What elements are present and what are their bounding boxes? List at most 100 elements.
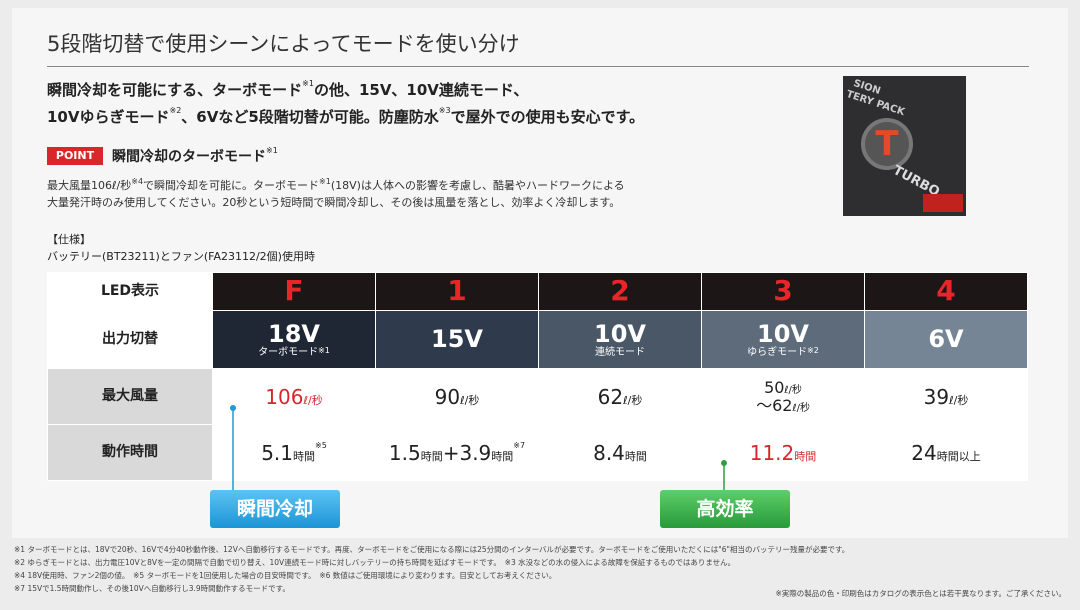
- note-mark: ※2: [807, 346, 819, 356]
- table-cell: 3: [701, 272, 865, 311]
- cell-line: 18V: [213, 321, 375, 347]
- value: 1.5: [388, 440, 421, 465]
- intro-line: 瞬間冷却を可能にする、ターボモード※1の他、15V、10V連続モード、: [47, 79, 528, 100]
- footnote: ※7 15Vで1.5時間動作し、その後10Vへ自動移行し3.9時間動作するモード…: [14, 584, 290, 593]
- text: の他、15V、10V連続モード、: [313, 81, 529, 99]
- cell-sub: 連続モード: [539, 347, 701, 358]
- text: 最大風量106ℓ/秒: [47, 179, 132, 192]
- point-badge: POINT: [47, 147, 103, 165]
- note-mark: ※4: [131, 177, 144, 186]
- cell-line: 11.2時間: [702, 442, 864, 464]
- cell-line: 10V: [702, 321, 864, 347]
- unit: ℓ/秒: [949, 393, 969, 407]
- cell-line: 〜62ℓ/秒: [702, 396, 864, 415]
- cell-line: 1: [376, 275, 538, 307]
- note-mark: ※1: [266, 146, 278, 155]
- value: 24: [911, 440, 937, 465]
- photo-led: [923, 194, 963, 212]
- value: 39: [923, 384, 950, 409]
- cell-line: 90ℓ/秒: [376, 386, 538, 408]
- cell-line: F: [213, 275, 375, 307]
- value: 2: [610, 274, 630, 308]
- point-body: 大量発汗時のみ使用してください。20秒という短時間で瞬間冷却し、その後は風量を落…: [47, 194, 620, 210]
- table-cell: 62ℓ/秒: [538, 368, 702, 425]
- text: (18V)は人体への影響を考慮し、酷暑やハードワークによる: [330, 179, 625, 192]
- value: 11.2: [749, 440, 795, 465]
- note-mark: ※3: [438, 106, 451, 115]
- text: で屋外での使用も安心です。: [450, 108, 645, 126]
- value: 10V: [757, 319, 809, 348]
- unit: 時間: [624, 449, 647, 463]
- note-mark: ※1: [302, 79, 314, 88]
- row-label: 動作時間: [47, 424, 213, 481]
- cell-line: 8.4時間: [539, 442, 701, 464]
- badge: 高効率: [660, 490, 790, 528]
- value: 18V: [268, 319, 320, 348]
- unit: 時間以上: [936, 449, 981, 463]
- cell-line: 10V: [539, 321, 701, 347]
- point-body: 最大風量106ℓ/秒※4で瞬間冷却を可能に。ターボモード※1(18V)は人体への…: [47, 177, 625, 193]
- cell-line: 62ℓ/秒: [539, 386, 701, 408]
- cell-line: 2: [539, 274, 701, 308]
- table-row: LED表示 F 1 2 3 4: [47, 272, 1028, 311]
- unit: ℓ/秒: [303, 393, 323, 407]
- table-row: 出力切替 18V ターボモード※1 15V 10V 連続モード 10V ゆらぎモード※2 6V: [47, 310, 1028, 369]
- table-cell: 5.1時間※5: [212, 424, 376, 481]
- disclaimer: ※実際の製品の色・印刷色はカタログの表示色とは若干異なります。ご了承ください。: [775, 589, 1066, 598]
- table-cell: 18V ターボモード※1: [212, 310, 376, 369]
- value: 3: [773, 274, 793, 308]
- spec-heading: 【仕様】: [47, 233, 91, 246]
- table-row: 最大風量 106ℓ/秒 90ℓ/秒 62ℓ/秒 50ℓ/秒 〜62ℓ/秒 39ℓ/秒: [47, 368, 1028, 425]
- value: 90: [434, 384, 461, 409]
- cell-line: 15V: [376, 326, 538, 352]
- value: 8.4: [593, 440, 625, 465]
- table-cell: 50ℓ/秒 〜62ℓ/秒: [701, 368, 865, 425]
- row-label: 最大風量: [47, 368, 213, 425]
- cell-sub: ターボモード※1: [213, 346, 375, 358]
- footnote: ※4 18V使用時、ファン2個の値。 ※5 ターボモードを1回使用した場合の目安…: [14, 571, 557, 580]
- note-mark: ※1: [318, 346, 330, 356]
- value: 106: [265, 384, 304, 409]
- cell-sub: ゆらぎモード※2: [702, 346, 864, 359]
- cell-line: 106ℓ/秒: [213, 386, 375, 408]
- unit: ℓ/秒: [792, 402, 810, 414]
- badge: 瞬間冷却: [210, 490, 340, 528]
- sub-label: ゆらぎモード: [747, 347, 808, 359]
- sub-label: 連続モード: [595, 347, 645, 359]
- table-cell: 4: [864, 272, 1028, 311]
- value: 15V: [431, 325, 483, 354]
- point-title: 瞬間冷却のターボモード※1: [112, 146, 278, 166]
- table-cell: 24時間以上: [864, 424, 1028, 481]
- text: 瞬間冷却を可能にする、ターボモード: [47, 81, 303, 99]
- table-cell: 106ℓ/秒: [212, 368, 376, 425]
- table-cell: 2: [538, 272, 702, 311]
- value: 6V: [928, 325, 964, 354]
- value: 4: [936, 274, 956, 308]
- table-cell: 1: [375, 272, 539, 311]
- unit: 時間: [420, 449, 443, 463]
- divider: [47, 66, 1029, 67]
- footnote: ※1 ターボモードとは、18Vで20秒、16Vで4分40秒動作後、12Vへ自動移…: [14, 545, 850, 554]
- value: 10V: [594, 319, 646, 348]
- row-label: LED表示: [47, 272, 213, 311]
- cell-line: 3: [702, 274, 864, 308]
- value: 5.1: [261, 440, 293, 465]
- value: 62: [597, 384, 624, 409]
- table-cell: 10V 連続モード: [538, 310, 702, 369]
- unit: 時間: [293, 449, 315, 463]
- spec-condition: バッテリー(BT23211)とファン(FA23112/2個)使用時: [47, 250, 315, 263]
- product-photo: SION TERY PACK T TURBO: [843, 76, 966, 216]
- cell-line: 5.1時間※5: [213, 440, 375, 465]
- note-mark: ※2: [169, 106, 182, 115]
- cell-line: 6V: [865, 326, 1027, 352]
- intro-line: 10Vゆらぎモード※2、6Vなど5段階切替が可能。防塵防水※3で屋外での使用も安…: [47, 106, 644, 127]
- title: 5段階切替で使用シーンによってモードを使い分け: [47, 32, 520, 56]
- photo-icon: T: [861, 118, 913, 170]
- cell-line: 1.5時間+3.9時間※7: [376, 440, 538, 465]
- spec-table: LED表示 F 1 2 3 4 出力切替 18V ターボモード※1 15V 10V 連続モード 10V ゆ…: [47, 272, 1028, 481]
- text: 瞬間冷却のターボモード: [112, 149, 266, 165]
- table-cell: 8.4時間: [538, 424, 702, 481]
- table-cell: F: [212, 272, 376, 311]
